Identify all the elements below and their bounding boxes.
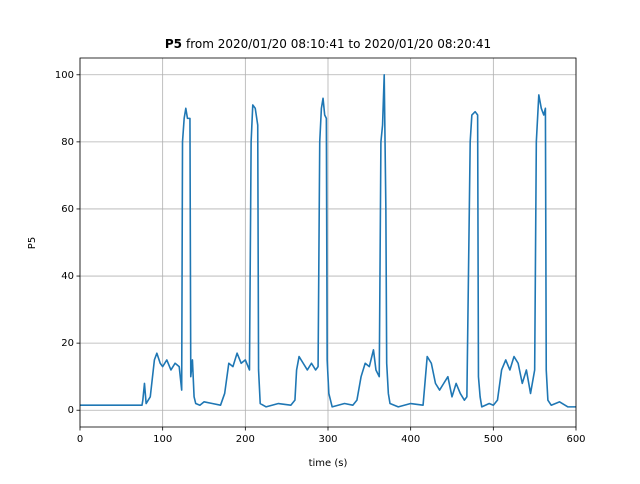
y-tick-label: 20 (61, 338, 74, 349)
x-tick-label: 600 (566, 434, 585, 445)
x-tick-label: 300 (318, 434, 337, 445)
x-tick-label: 400 (401, 434, 420, 445)
series-group (80, 73, 576, 408)
y-tick-label: 0 (68, 405, 74, 416)
axes-frame (79, 57, 577, 428)
chart-title: P5 from 2020/01/20 08:10:41 to 2020/01/20… (165, 37, 491, 51)
x-tick-label: 0 (77, 434, 83, 445)
x-tick-label: 100 (153, 434, 172, 445)
y-tick-label: 80 (61, 137, 74, 148)
y-tick-label: 60 (61, 204, 74, 215)
x-tick-label: 500 (484, 434, 503, 445)
title-rest: from 2020/01/20 08:10:41 to 2020/01/20 0… (186, 37, 491, 51)
plot-area: 0 100 200 300 400 500 600 0 20 40 60 80 100 (55, 58, 586, 445)
data-line (80, 73, 576, 408)
y-tick-label: 100 (55, 70, 74, 81)
x-axis-label: time (s) (309, 458, 348, 469)
title-bold: P5 (165, 37, 182, 51)
y-axis-label: P5 (27, 237, 38, 249)
x-tick-label: 200 (236, 434, 255, 445)
y-tick-label: 40 (61, 271, 74, 282)
